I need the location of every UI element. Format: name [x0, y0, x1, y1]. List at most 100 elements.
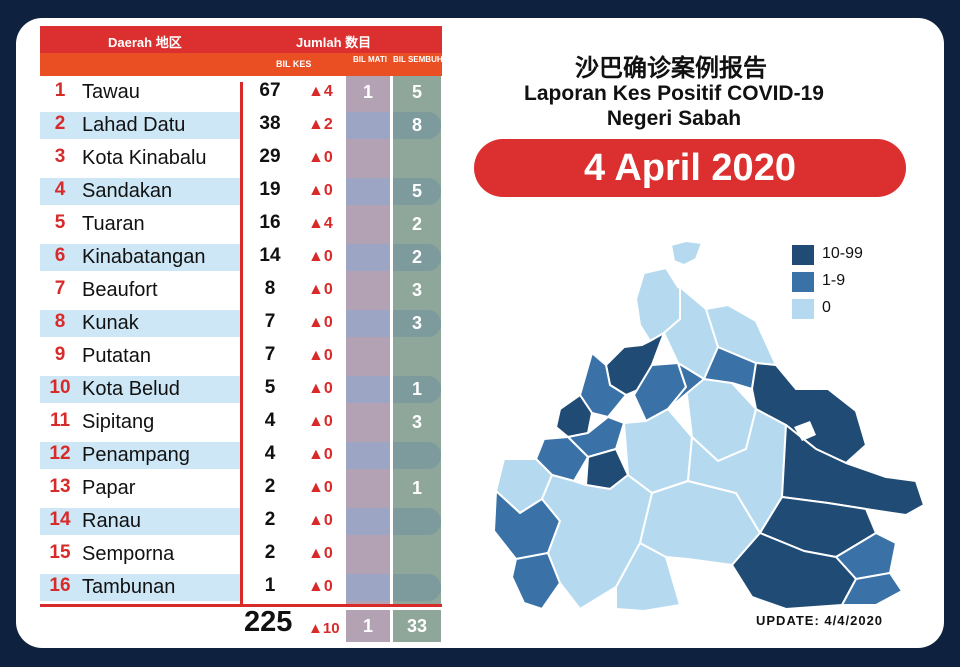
table-row: 1 Tawau 67 ▲4 1 5: [40, 76, 442, 109]
infographic-card: Daerah 地区 Jumlah 数目 BIL KES BIL MATI BIL…: [16, 18, 944, 648]
table-row: 12 Penampang 4 ▲0: [40, 439, 442, 472]
table-row: 13 Papar 2 ▲0 1: [40, 472, 442, 505]
death-count: 1: [362, 82, 373, 102]
recovered-count: 5: [393, 178, 441, 205]
row-number: 9: [54, 344, 66, 365]
case-count: 1: [264, 575, 276, 596]
row-number: 14: [49, 509, 71, 530]
row-number: 11: [49, 410, 71, 431]
case-count: 4: [264, 443, 276, 464]
table-row: 4 Sandakan 19 ▲0 5: [40, 175, 442, 208]
death-count: [346, 112, 390, 139]
district-name: Sandakan: [82, 180, 173, 202]
case-count: 2: [264, 509, 276, 530]
case-count: 5: [264, 377, 276, 398]
case-count: 29: [259, 146, 281, 167]
case-count: 8: [264, 278, 276, 299]
recovered-count: [393, 574, 441, 601]
district-name: Papar: [82, 477, 136, 499]
case-increase: ▲0: [308, 182, 333, 199]
row-number: 4: [54, 179, 66, 200]
case-increase: ▲4: [308, 83, 333, 100]
district-name: Kunak: [82, 312, 139, 334]
recovered-count: 3: [411, 412, 422, 432]
recovered-count: [393, 343, 441, 370]
table-row: 14 Ranau 2 ▲0: [40, 505, 442, 538]
district-name: Lahad Datu: [82, 114, 186, 136]
title-english-line2: Negeri Sabah: [606, 107, 742, 130]
sabah-map: [493, 240, 925, 612]
case-count: 19: [259, 179, 281, 200]
total-kes: 225: [244, 606, 293, 638]
death-count: [346, 442, 390, 469]
table-row: 10 Kota Belud 5 ▲0 1: [40, 373, 442, 406]
district-name: Kota Belud: [82, 378, 180, 400]
case-increase: ▲0: [308, 281, 333, 298]
case-increase: ▲0: [308, 314, 333, 331]
case-increase: ▲0: [308, 479, 333, 496]
header-bil-sembuh: BIL SEMBUH: [393, 55, 443, 64]
district-name: Tuaran: [82, 213, 145, 235]
row-number: 13: [49, 476, 71, 497]
district-name: Semporna: [82, 543, 175, 565]
row-number: 8: [54, 311, 66, 332]
row-band: [40, 310, 240, 337]
recovered-count: 1: [393, 376, 441, 403]
row-band: [40, 178, 240, 205]
row-number: 10: [49, 377, 71, 398]
row-band: [40, 442, 240, 469]
death-count: [346, 574, 390, 601]
recovered-count: 3: [393, 310, 441, 337]
title-chinese: 沙巴确诊案例报告: [575, 55, 767, 82]
case-count: 7: [264, 311, 276, 332]
death-count: [346, 508, 390, 535]
row-number: 7: [54, 278, 66, 299]
death-count: [346, 244, 390, 271]
map-region-north-tip: [670, 240, 703, 266]
row-number: 12: [49, 443, 71, 464]
case-increase: ▲4: [308, 215, 333, 232]
table-row: 2 Lahad Datu 38 ▲2 8: [40, 109, 442, 142]
case-count: 38: [259, 113, 281, 134]
death-count: [346, 409, 390, 436]
recovered-count: [393, 541, 441, 568]
divider-horizontal: [40, 604, 442, 607]
table-row: 8 Kunak 7 ▲0 3: [40, 307, 442, 340]
map-region-tambunan: [623, 408, 693, 494]
death-count: [346, 277, 390, 304]
legend-swatch: [792, 299, 814, 319]
row-number: 15: [49, 542, 71, 563]
divider-vertical: [240, 82, 243, 604]
death-count: [346, 145, 390, 172]
case-count: 2: [264, 542, 276, 563]
recovered-count: [393, 442, 441, 469]
case-increase: ▲0: [308, 446, 333, 463]
district-name: Kinabatangan: [82, 246, 206, 268]
recovered-count: [393, 145, 441, 172]
case-increase: ▲0: [308, 347, 333, 364]
district-name: Tambunan: [82, 576, 176, 598]
case-increase: ▲2: [308, 116, 333, 133]
case-increase: ▲0: [308, 512, 333, 529]
recovered-count: 8: [393, 112, 441, 139]
row-number: 6: [54, 245, 66, 266]
legend-swatch: [792, 272, 814, 292]
row-band: [40, 112, 240, 139]
row-band: [40, 574, 240, 601]
case-count: 16: [259, 212, 281, 233]
update-label: UPDATE: 4/4/2020: [756, 613, 884, 628]
death-count: [346, 211, 390, 238]
row-number: 1: [54, 80, 66, 101]
death-count: [346, 178, 390, 205]
header-jumlah: Jumlah 数目: [296, 35, 372, 50]
title-english-line1: Laporan Kes Positif COVID-19: [524, 82, 824, 105]
table-row: 16 Tambunan 1 ▲0: [40, 571, 442, 604]
death-count: [346, 376, 390, 403]
table-row: 3 Kota Kinabalu 29 ▲0: [40, 142, 442, 175]
row-number: 16: [49, 575, 71, 596]
case-increase: ▲0: [308, 380, 333, 397]
district-name: Ranau: [82, 510, 141, 532]
recovered-count: [393, 508, 441, 535]
map-region-semporna: [841, 572, 903, 606]
district-name: Tawau: [82, 81, 140, 103]
